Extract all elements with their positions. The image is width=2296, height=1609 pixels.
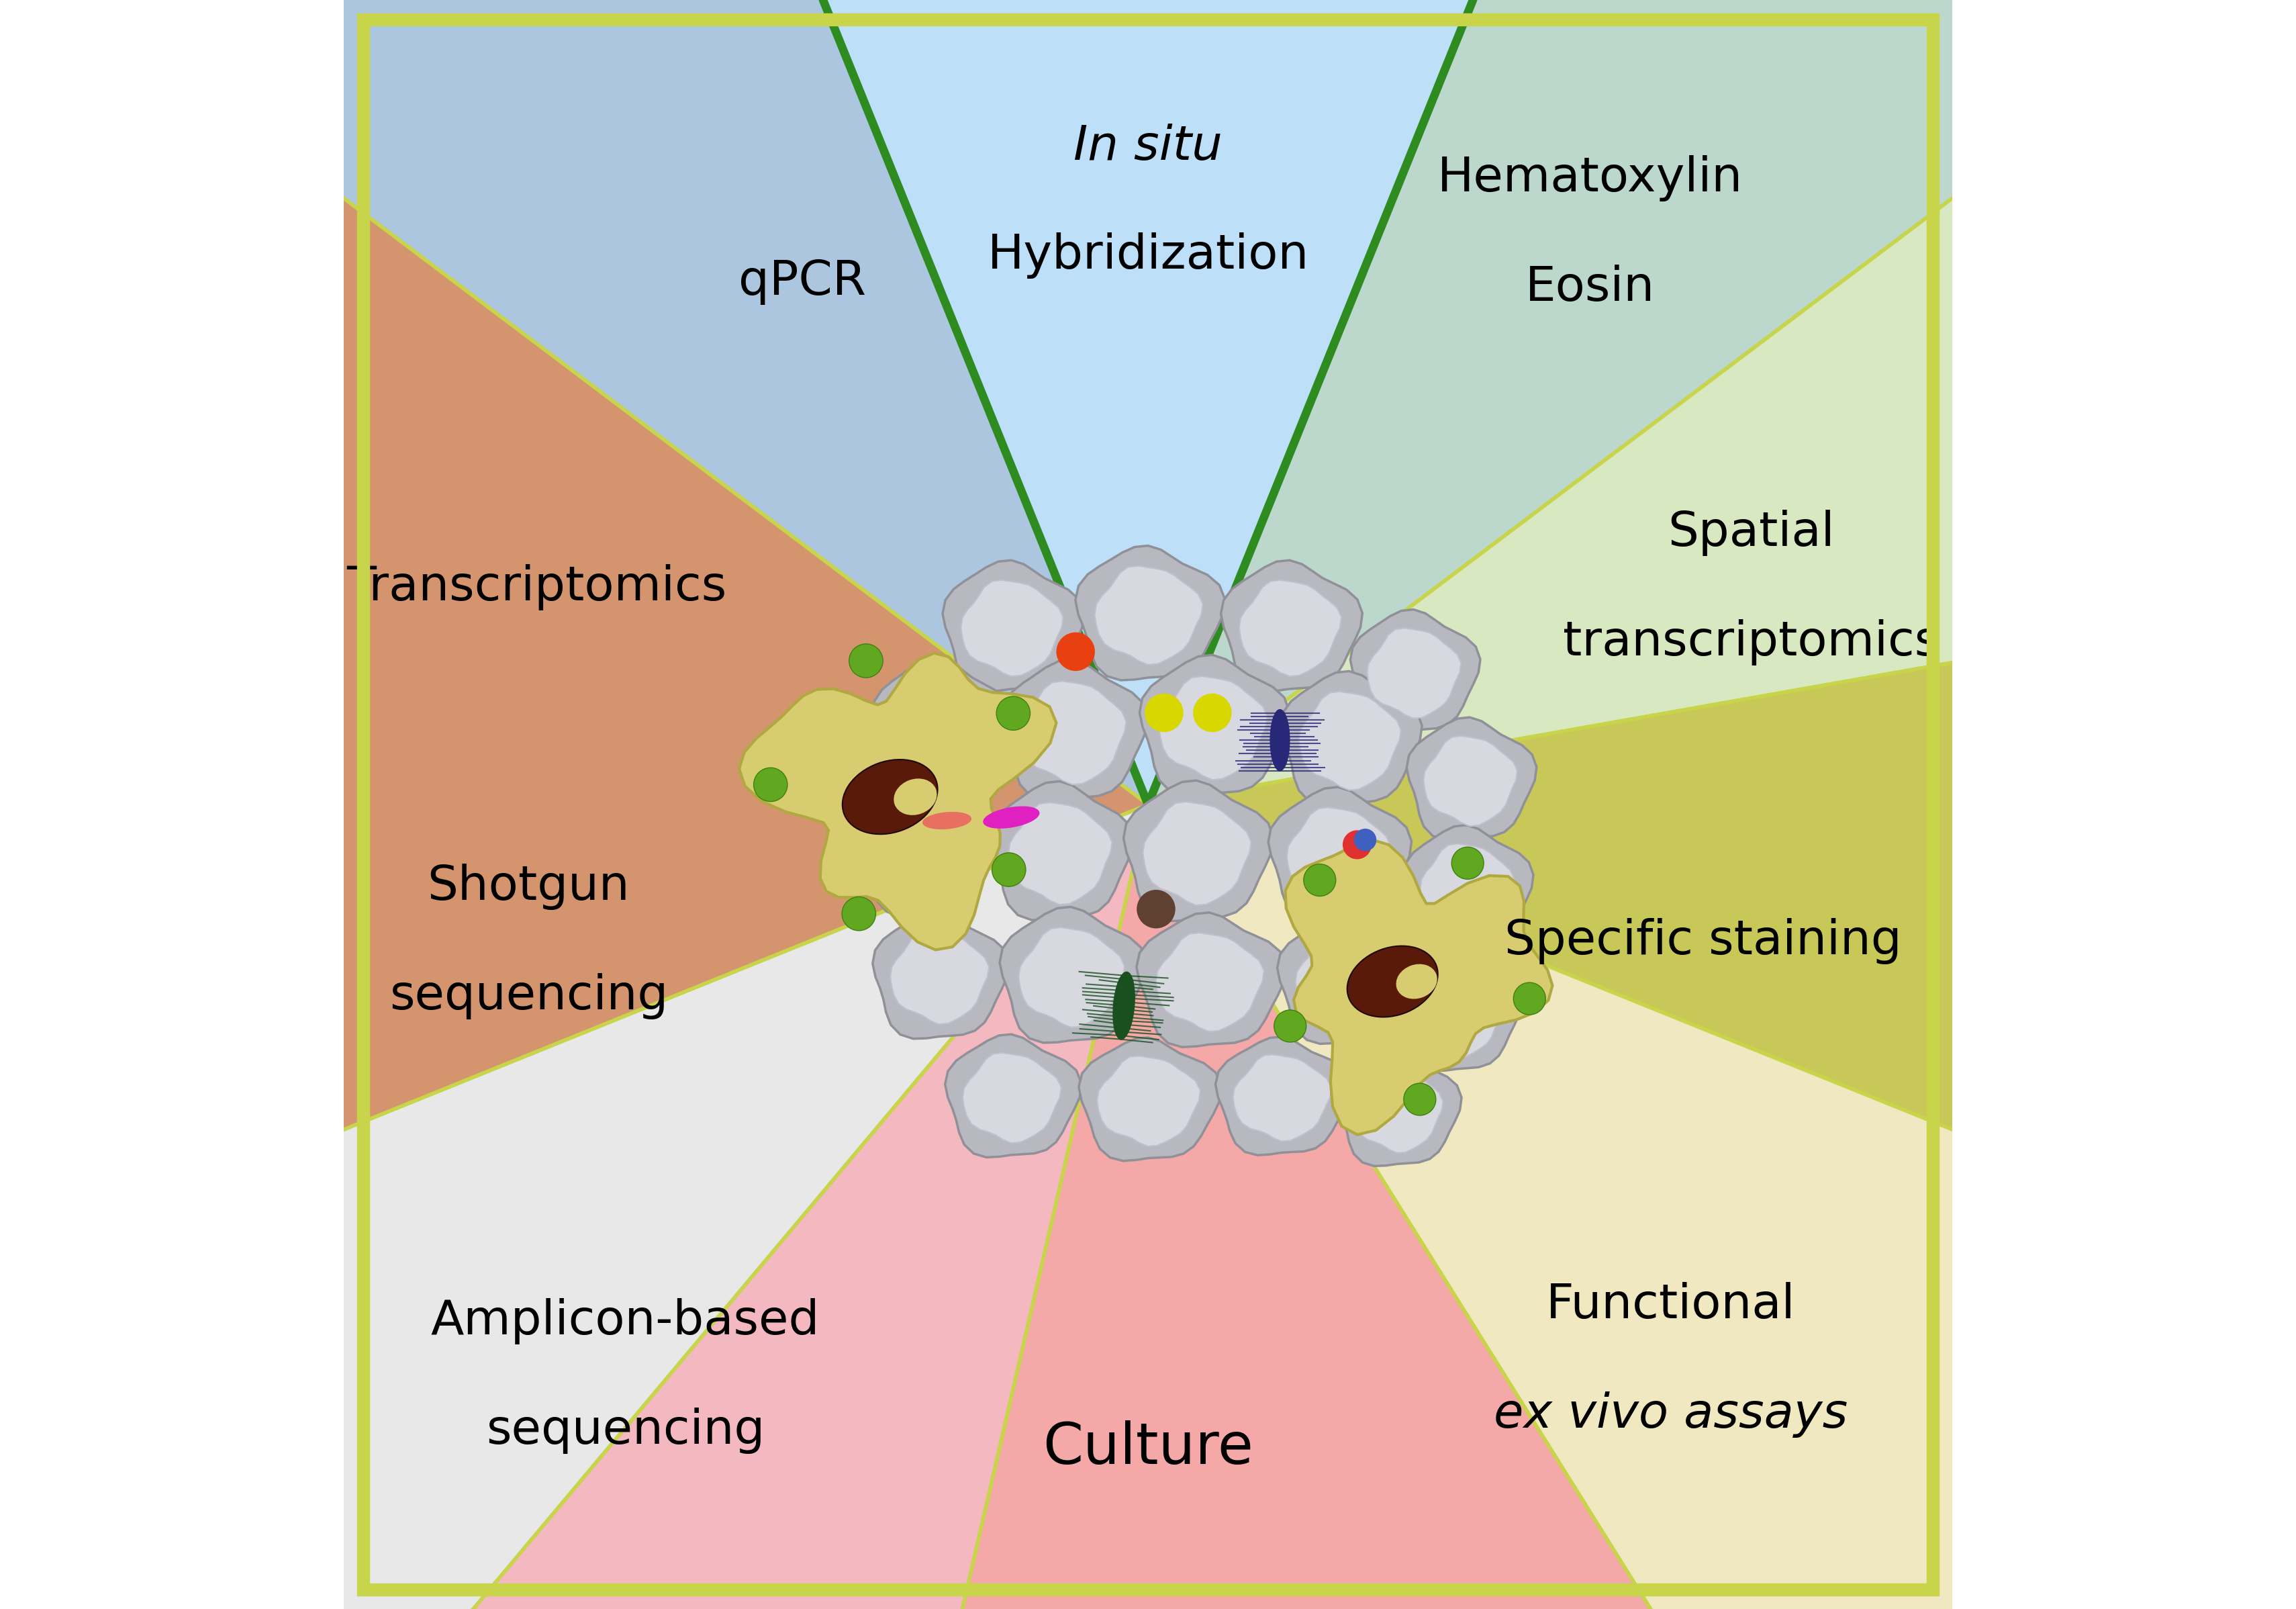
Polygon shape bbox=[1407, 718, 1536, 840]
Circle shape bbox=[753, 767, 788, 801]
Polygon shape bbox=[1019, 681, 1127, 785]
Circle shape bbox=[843, 896, 875, 930]
Polygon shape bbox=[990, 782, 1134, 920]
Ellipse shape bbox=[1396, 964, 1437, 999]
Text: Culture: Culture bbox=[1042, 1421, 1254, 1475]
Polygon shape bbox=[1097, 1056, 1201, 1146]
Polygon shape bbox=[1336, 1051, 1463, 1167]
Polygon shape bbox=[872, 658, 1010, 792]
Polygon shape bbox=[1095, 566, 1203, 665]
Polygon shape bbox=[1300, 692, 1401, 790]
Circle shape bbox=[1194, 693, 1231, 732]
Polygon shape bbox=[1412, 970, 1502, 1057]
Polygon shape bbox=[891, 930, 990, 1025]
Polygon shape bbox=[1139, 655, 1290, 795]
Polygon shape bbox=[962, 1052, 1061, 1142]
Polygon shape bbox=[1137, 912, 1286, 1047]
Text: Spatial: Spatial bbox=[1667, 510, 1835, 555]
Polygon shape bbox=[891, 679, 990, 777]
Text: qPCR: qPCR bbox=[739, 259, 866, 304]
Text: sequencing: sequencing bbox=[487, 1408, 765, 1453]
Polygon shape bbox=[944, 560, 1084, 692]
Polygon shape bbox=[946, 1035, 1081, 1157]
Circle shape bbox=[1513, 983, 1545, 1015]
Polygon shape bbox=[0, 0, 1148, 1609]
Polygon shape bbox=[0, 0, 2296, 804]
Text: Eosin: Eosin bbox=[1525, 265, 1655, 311]
Text: Hybridization: Hybridization bbox=[987, 233, 1309, 278]
Text: In situ: In situ bbox=[1075, 124, 1221, 169]
Polygon shape bbox=[1350, 610, 1481, 732]
Polygon shape bbox=[0, 804, 1148, 1609]
Polygon shape bbox=[1159, 676, 1267, 780]
Polygon shape bbox=[1267, 787, 1412, 922]
Circle shape bbox=[1146, 693, 1182, 732]
Text: Specific staining: Specific staining bbox=[1504, 919, 1901, 964]
Ellipse shape bbox=[983, 806, 1040, 829]
Polygon shape bbox=[877, 806, 976, 901]
Polygon shape bbox=[1277, 916, 1419, 1044]
Ellipse shape bbox=[923, 813, 971, 829]
Circle shape bbox=[1274, 1010, 1306, 1043]
Polygon shape bbox=[425, 804, 2296, 1609]
Ellipse shape bbox=[893, 779, 937, 816]
Polygon shape bbox=[1148, 246, 2296, 1609]
Polygon shape bbox=[0, 804, 1148, 1609]
Polygon shape bbox=[739, 653, 1056, 949]
Text: transcriptomics: transcriptomics bbox=[1564, 619, 1940, 665]
Circle shape bbox=[850, 644, 884, 677]
Polygon shape bbox=[1366, 628, 1460, 718]
Polygon shape bbox=[1221, 560, 1362, 692]
Ellipse shape bbox=[1270, 710, 1290, 771]
Polygon shape bbox=[1143, 801, 1251, 906]
Text: ex vivo assays: ex vivo assays bbox=[1495, 1392, 1848, 1437]
Polygon shape bbox=[1240, 579, 1341, 676]
Circle shape bbox=[1137, 890, 1176, 928]
Polygon shape bbox=[1396, 953, 1522, 1072]
Ellipse shape bbox=[1348, 946, 1437, 1017]
Polygon shape bbox=[1233, 1054, 1332, 1141]
Polygon shape bbox=[1001, 660, 1148, 800]
Ellipse shape bbox=[1114, 972, 1134, 1039]
Polygon shape bbox=[1281, 671, 1421, 804]
Polygon shape bbox=[999, 907, 1146, 1043]
Circle shape bbox=[1056, 632, 1095, 671]
Polygon shape bbox=[1352, 1068, 1444, 1154]
Polygon shape bbox=[960, 579, 1063, 676]
Circle shape bbox=[996, 697, 1031, 730]
Circle shape bbox=[992, 853, 1026, 887]
Circle shape bbox=[1304, 864, 1336, 896]
Polygon shape bbox=[1286, 808, 1391, 906]
Polygon shape bbox=[1421, 843, 1513, 933]
Polygon shape bbox=[1155, 933, 1265, 1031]
Text: Amplicon-based: Amplicon-based bbox=[432, 1298, 820, 1344]
Text: sequencing: sequencing bbox=[390, 973, 668, 1018]
Text: Shotgun: Shotgun bbox=[427, 864, 629, 909]
Polygon shape bbox=[1148, 0, 2296, 804]
Polygon shape bbox=[0, 0, 1148, 804]
Polygon shape bbox=[1295, 935, 1398, 1030]
Text: Transcriptomics: Transcriptomics bbox=[347, 565, 728, 610]
Circle shape bbox=[1451, 846, 1483, 879]
Polygon shape bbox=[1215, 1036, 1352, 1155]
Polygon shape bbox=[1148, 804, 2296, 1609]
Polygon shape bbox=[1008, 803, 1111, 904]
Text: Functional: Functional bbox=[1545, 1282, 1795, 1327]
Polygon shape bbox=[1075, 545, 1226, 681]
Polygon shape bbox=[1123, 780, 1274, 920]
Polygon shape bbox=[859, 785, 996, 916]
Polygon shape bbox=[1286, 840, 1552, 1134]
Polygon shape bbox=[872, 911, 1010, 1039]
Ellipse shape bbox=[843, 759, 937, 833]
Text: Hematoxylin: Hematoxylin bbox=[1437, 156, 1743, 201]
Circle shape bbox=[1355, 829, 1375, 851]
Polygon shape bbox=[1424, 735, 1518, 825]
Polygon shape bbox=[1148, 0, 2296, 804]
Polygon shape bbox=[1019, 927, 1125, 1027]
Circle shape bbox=[1403, 1083, 1435, 1115]
Polygon shape bbox=[1079, 1038, 1221, 1160]
Polygon shape bbox=[1403, 825, 1534, 948]
Circle shape bbox=[1343, 830, 1371, 859]
